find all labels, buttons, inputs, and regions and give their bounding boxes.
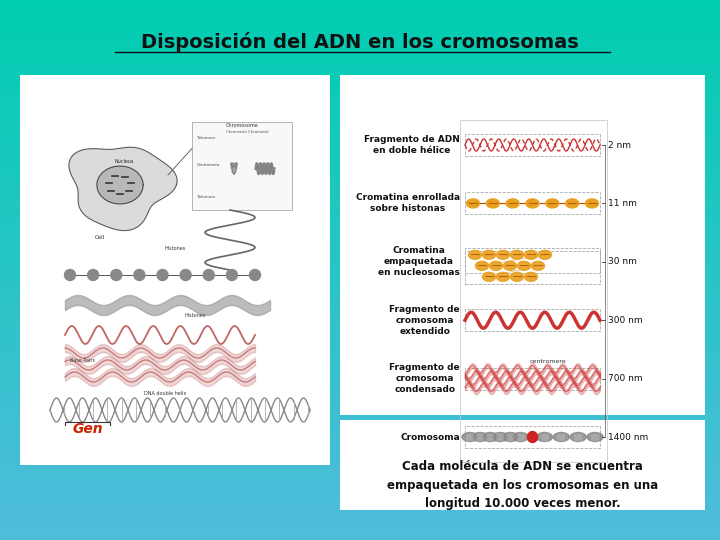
Ellipse shape — [531, 261, 544, 271]
Ellipse shape — [566, 199, 579, 208]
Circle shape — [226, 269, 238, 280]
Text: Fragmento de
cromosoma
condensado: Fragmento de cromosoma condensado — [390, 363, 460, 394]
Ellipse shape — [526, 199, 539, 208]
Text: Chromatid Chromatid: Chromatid Chromatid — [226, 130, 269, 134]
Text: Chromosome: Chromosome — [225, 123, 258, 128]
Bar — [192, 122, 292, 210]
Text: Cromosoma: Cromosoma — [400, 433, 460, 442]
Circle shape — [203, 269, 215, 280]
Ellipse shape — [497, 272, 510, 281]
Ellipse shape — [497, 251, 510, 259]
Ellipse shape — [506, 199, 519, 208]
Ellipse shape — [513, 433, 528, 442]
Text: 2 nm: 2 nm — [608, 140, 631, 150]
Text: Base Pairs: Base Pairs — [70, 358, 95, 363]
Ellipse shape — [482, 272, 495, 281]
Circle shape — [88, 269, 99, 280]
Text: Cromatina enrollada
sobre histonas: Cromatina enrollada sobre histonas — [356, 193, 460, 213]
Ellipse shape — [472, 433, 488, 442]
Text: Cell: Cell — [95, 235, 105, 240]
Ellipse shape — [510, 272, 523, 281]
Bar — [465, 134, 600, 156]
Ellipse shape — [475, 261, 488, 271]
Bar — [465, 426, 600, 448]
Ellipse shape — [469, 251, 482, 259]
Ellipse shape — [486, 199, 500, 208]
Text: centromere: centromere — [529, 359, 566, 363]
Text: Telomero: Telomero — [197, 195, 215, 199]
Circle shape — [180, 269, 191, 280]
Text: 300 nm: 300 nm — [608, 316, 643, 325]
Text: Telomero: Telomero — [197, 136, 215, 140]
Ellipse shape — [524, 272, 538, 281]
Text: Disposición del ADN en los cromosomas: Disposición del ADN en los cromosomas — [141, 32, 579, 52]
Ellipse shape — [490, 261, 503, 271]
Bar — [340, 420, 705, 510]
Text: Histones: Histones — [164, 246, 186, 251]
Ellipse shape — [546, 199, 559, 208]
Circle shape — [134, 269, 145, 280]
Text: 700 nm: 700 nm — [608, 374, 643, 383]
Ellipse shape — [462, 433, 478, 442]
Circle shape — [157, 269, 168, 280]
Text: Cromatina
empaquetada
en nucleosomas: Cromatina empaquetada en nucleosomas — [378, 246, 460, 278]
Text: Fragmento de
cromosoma
extendido: Fragmento de cromosoma extendido — [390, 305, 460, 336]
Text: Centrómero: Centrómero — [197, 163, 220, 167]
Text: 1400 nm: 1400 nm — [608, 433, 648, 442]
Ellipse shape — [585, 199, 598, 208]
Polygon shape — [231, 163, 237, 174]
Polygon shape — [97, 166, 143, 204]
Text: DNA double helix: DNA double helix — [144, 391, 186, 396]
Bar — [465, 368, 600, 389]
Text: Gen: Gen — [73, 422, 103, 436]
Ellipse shape — [467, 199, 480, 208]
Bar — [465, 309, 600, 331]
Bar — [465, 251, 600, 273]
Bar — [460, 120, 607, 462]
Ellipse shape — [503, 433, 518, 442]
Ellipse shape — [587, 433, 603, 442]
Bar — [465, 192, 600, 214]
Ellipse shape — [536, 433, 552, 442]
Text: Fragmento de ADN
en doble hélice: Fragmento de ADN en doble hélice — [364, 135, 460, 155]
Polygon shape — [231, 163, 237, 174]
Text: Histones: Histones — [184, 313, 206, 318]
Ellipse shape — [554, 433, 570, 442]
Circle shape — [250, 269, 261, 280]
Bar — [20, 75, 330, 465]
Ellipse shape — [528, 431, 538, 442]
Bar — [340, 75, 705, 415]
Ellipse shape — [518, 261, 531, 271]
Text: Nucleus: Nucleus — [114, 159, 134, 164]
Ellipse shape — [524, 251, 538, 259]
Polygon shape — [69, 147, 177, 231]
Ellipse shape — [503, 261, 516, 271]
Text: 30 nm: 30 nm — [608, 257, 637, 266]
Ellipse shape — [482, 251, 495, 259]
Ellipse shape — [492, 433, 508, 442]
Ellipse shape — [539, 251, 552, 259]
Bar — [465, 248, 600, 284]
Circle shape — [111, 269, 122, 280]
Circle shape — [65, 269, 76, 280]
Text: 11 nm: 11 nm — [608, 199, 637, 208]
Ellipse shape — [510, 251, 523, 259]
Text: Cada molécula de ADN se encuentra
empaquetada en los cromosomas en una
longitud : Cada molécula de ADN se encuentra empaqu… — [387, 461, 658, 510]
Ellipse shape — [482, 433, 498, 442]
Ellipse shape — [570, 433, 586, 442]
